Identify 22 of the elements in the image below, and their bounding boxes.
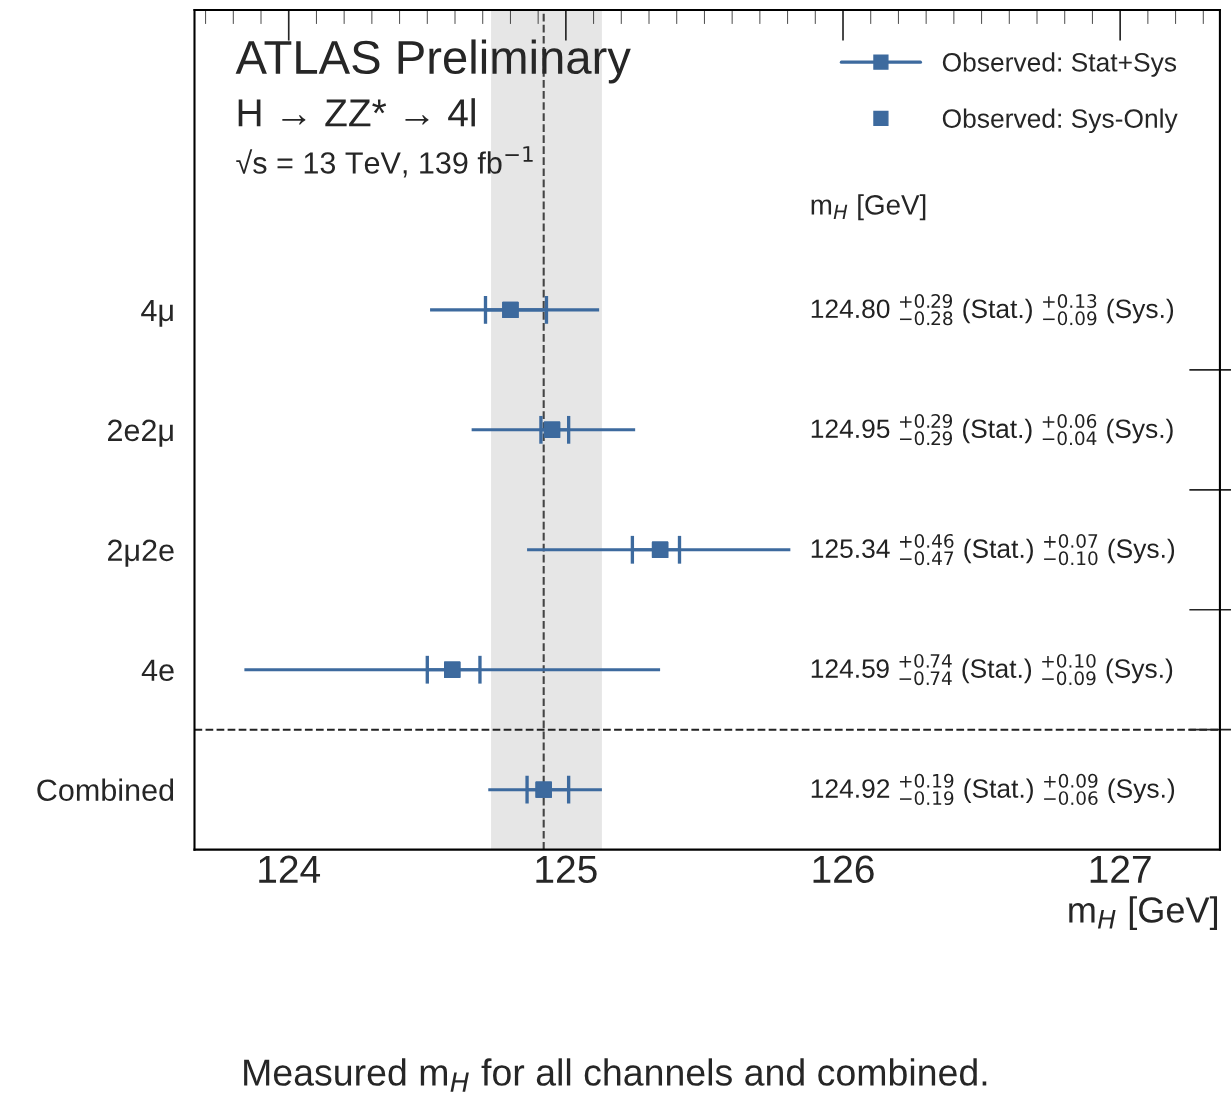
x-tick-label: 125: [536, 855, 597, 884]
chart-title: ATLAS Preliminary: [235, 39, 631, 84]
annotation: 124.80 $^{+0.29}$$_{−0.28}$ (Stat.) $^{+0.13}$$_{−0.09}$ (Sys.): [811, 294, 1174, 326]
legend-label: Observed: Sys-Only: [942, 108, 1178, 134]
x-tick-label: 124: [259, 855, 321, 883]
y-tick-label: 2e2μ: [108, 419, 173, 447]
x-tick-label: 126: [813, 855, 874, 884]
x-tick-label: 127: [1090, 855, 1151, 883]
text: m$_{H}$ [GeV]: [811, 194, 926, 221]
y-tick-label: 4e: [141, 659, 174, 682]
text: H → ZZ* → 4l: [238, 98, 475, 127]
legend-label: Observed: Stat+Sys: [942, 52, 1177, 77]
x-axis-title: m$_{H}$ [GeV]: [1069, 896, 1218, 930]
annotation: 124.92 $^{+0.19}$$_{−0.19}$ (Stat.) $^{+0.09}$$_{−0.06}$ (Sys.): [811, 773, 1175, 806]
text: Measured m$_{H}$ for all channels and combined.: [244, 1058, 987, 1092]
annotation: 124.95 $^{+0.29}$$_{−0.29}$ (Stat.) $^{+0.06}$$_{−0.04}$ (Sys.): [811, 414, 1173, 446]
annotation: 125.34 $^{+0.46}$$_{−0.47}$ (Stat.) $^{+0.07}$$_{−0.10}$ (Sys.): [811, 533, 1175, 566]
text: √s = 13 TeV, 139 fb$^{−1}$: [236, 146, 533, 178]
y-tick-label: Combined: [37, 778, 174, 802]
y-tick-label: 2μ2e: [108, 539, 174, 567]
y-tick-label: 4μ: [141, 299, 173, 327]
annotation: 124.59 $^{+0.74}$$_{−0.74}$ (Stat.) $^{+0.10}$$_{−0.09}$ (Sys.): [811, 653, 1173, 686]
